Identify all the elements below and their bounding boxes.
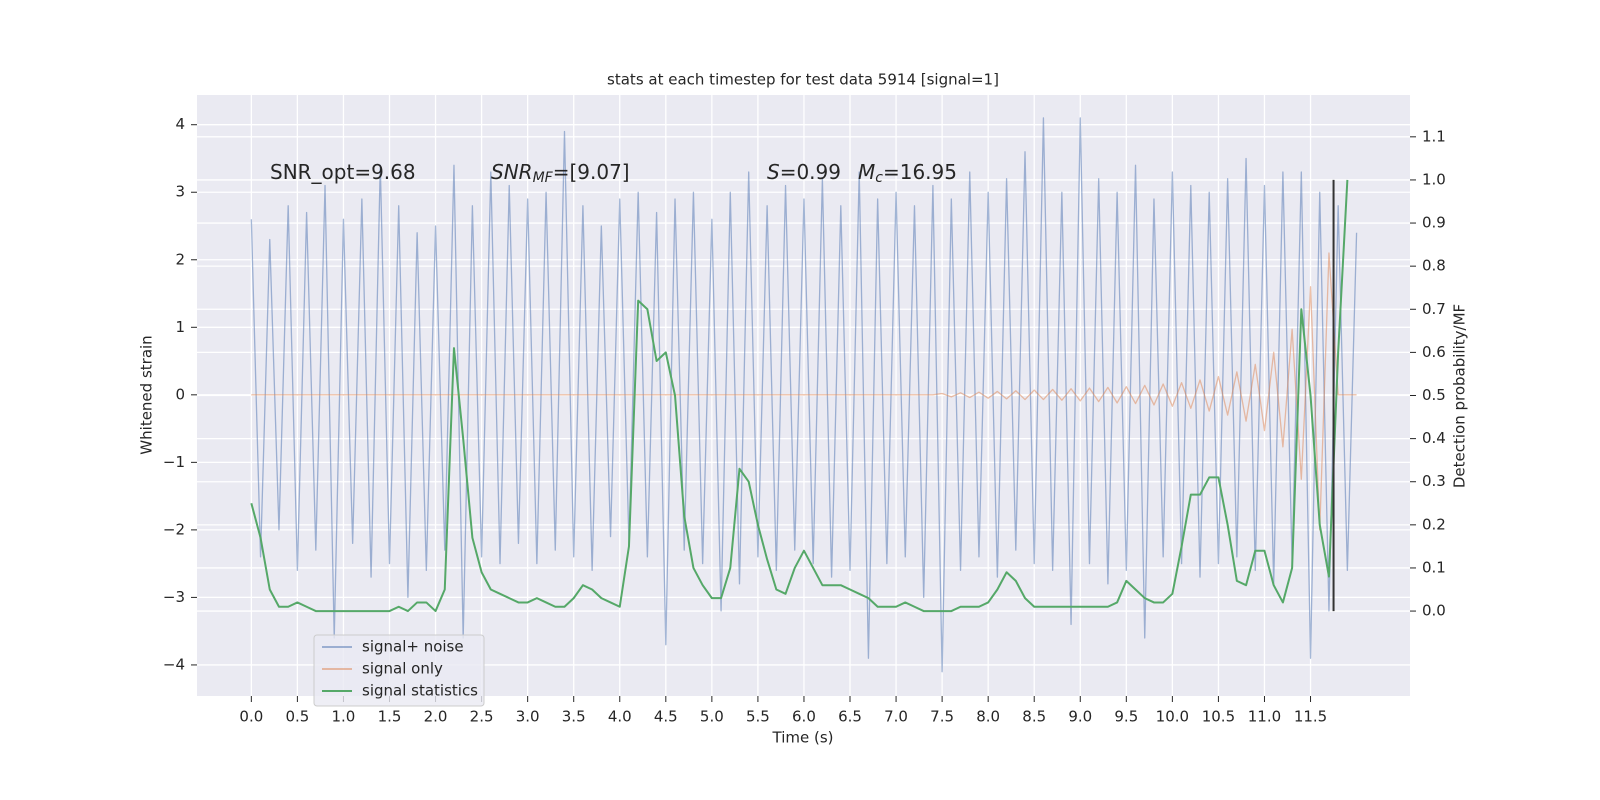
x-tick-label: 8.0 <box>976 708 1000 726</box>
series-line <box>251 252 1357 531</box>
x-tick-label: 11.0 <box>1248 708 1281 726</box>
y2-tick-label: 0.6 <box>1422 343 1446 361</box>
annotation-symbol: S <box>767 160 780 184</box>
annotation: S=0.99 <box>767 160 841 184</box>
y-tick-label: −4 <box>163 655 185 673</box>
y2-tick-label: 1.0 <box>1422 170 1446 188</box>
y-tick-label: −2 <box>163 520 185 538</box>
x-tick-label: 4.5 <box>654 708 678 726</box>
x-tick-label: 7.5 <box>930 708 954 726</box>
y2-tick-label: 0.8 <box>1422 257 1446 275</box>
y-tick-label: 3 <box>175 183 185 201</box>
y2-tick-label: 0.3 <box>1422 472 1446 490</box>
x-tick-label: 5.0 <box>700 708 724 726</box>
annotation-symbol: SNR <box>491 160 533 184</box>
x-tick-label: 7.0 <box>884 708 908 726</box>
y2-tick-label: 0.1 <box>1422 558 1446 576</box>
x-tick-label: 4.0 <box>608 708 632 726</box>
y2-tick-label: 0.7 <box>1422 300 1446 318</box>
series-line <box>250 117 1358 673</box>
x-tick-label: 6.5 <box>838 708 862 726</box>
x-tick-label: 9.0 <box>1068 708 1092 726</box>
x-tick-label: 10.5 <box>1202 708 1235 726</box>
x-tick-label: 10.0 <box>1156 708 1189 726</box>
legend: signal+ noise signal only signal statistic… <box>313 634 485 707</box>
annotation-value: =16.95 <box>883 160 957 184</box>
x-tick-label: 3.5 <box>562 708 586 726</box>
x-tick-label: 8.5 <box>1022 708 1046 726</box>
y-tick-label: 4 <box>175 115 185 133</box>
legend-label: signal statistics <box>362 682 478 700</box>
y2-tick-label: 0.0 <box>1422 602 1446 620</box>
annotation-value: =[9.07] <box>553 160 630 184</box>
annotation-symbol: M <box>858 160 875 184</box>
legend-label: signal only <box>362 660 443 678</box>
annotation-subscript: MF <box>533 170 554 186</box>
legend-box <box>313 634 485 707</box>
y-tick-label: 2 <box>175 250 185 268</box>
x-tick-label: 0.5 <box>285 708 309 726</box>
x-tick-label: 2.5 <box>470 708 494 726</box>
y-tick-label: 1 <box>175 318 185 336</box>
x-tick-label: 5.5 <box>746 708 770 726</box>
x-tick-label: 1.0 <box>332 708 356 726</box>
y-tick-label: −3 <box>163 588 185 606</box>
legend-label: signal+ noise <box>362 638 464 656</box>
x-tick-label: 3.0 <box>516 708 540 726</box>
y-axis-label: Whitened strain <box>138 335 156 454</box>
annotation-value: =0.99 <box>780 160 841 184</box>
chart-title: stats at each timestep for test data 591… <box>607 71 999 89</box>
x-tick-label: 1.5 <box>378 708 402 726</box>
x-tick-label: 11.5 <box>1294 708 1327 726</box>
y2-tick-label: 0.2 <box>1422 515 1446 533</box>
y2-tick-label: 1.1 <box>1422 127 1446 145</box>
annotation: SNR_opt=9.68 <box>270 160 416 184</box>
y2-axis-label: Detection probability/MF <box>1451 304 1469 488</box>
annotation-subscript: c <box>875 170 883 186</box>
y2-tick-label: 0.9 <box>1422 214 1446 232</box>
x-tick-label: 6.0 <box>792 708 816 726</box>
y2-tick-label: 0.4 <box>1422 429 1446 447</box>
annotation: SNRMF=[9.07] <box>491 160 630 187</box>
x-tick-label: 0.0 <box>239 708 263 726</box>
x-tick-label: 9.5 <box>1114 708 1138 726</box>
series-line <box>250 179 1349 613</box>
y2-tick-label: 0.5 <box>1422 386 1446 404</box>
x-axis-label: Time (s) <box>772 729 834 747</box>
y-tick-label: 0 <box>175 385 185 403</box>
annotation-text: SNR_opt=9.68 <box>270 160 416 184</box>
annotation: Mc=16.95 <box>858 160 957 187</box>
x-tick-label: 2.0 <box>424 708 448 726</box>
y-tick-label: −1 <box>163 453 185 471</box>
